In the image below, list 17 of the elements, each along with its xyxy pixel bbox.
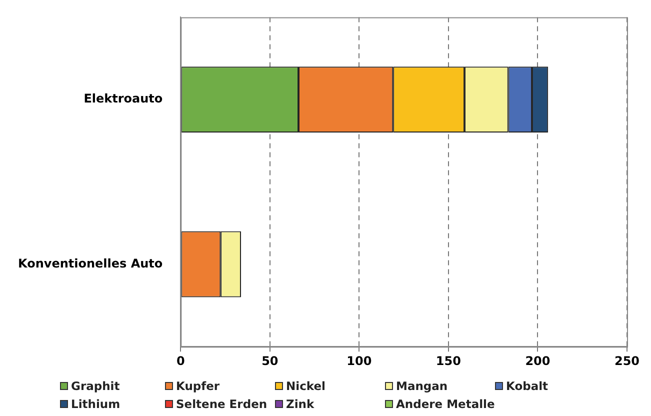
legend-label: Graphit (71, 379, 120, 393)
x-tick-label: 250 (614, 354, 640, 368)
legend-label: Zink (286, 397, 314, 411)
legend-label: Kobalt (506, 379, 548, 393)
legend-label: Kupfer (176, 379, 220, 393)
x-tick-label: 200 (525, 354, 550, 368)
x-tick-label: 100 (346, 354, 372, 368)
legend-label: Andere Metalle (396, 397, 495, 411)
x-tick-label: 0 (176, 354, 185, 368)
x-tick-label: 150 (436, 354, 461, 368)
x-tick-label: 50 (262, 354, 278, 368)
legend-label: Nickel (286, 379, 326, 393)
y-tick-label: Elektroauto (84, 92, 163, 106)
legend-label: Seltene Erden (176, 397, 268, 411)
legend-label: Mangan (396, 379, 448, 393)
legend-label: Lithium (71, 397, 120, 411)
y-tick-label: Konventionelles Auto (18, 256, 163, 270)
